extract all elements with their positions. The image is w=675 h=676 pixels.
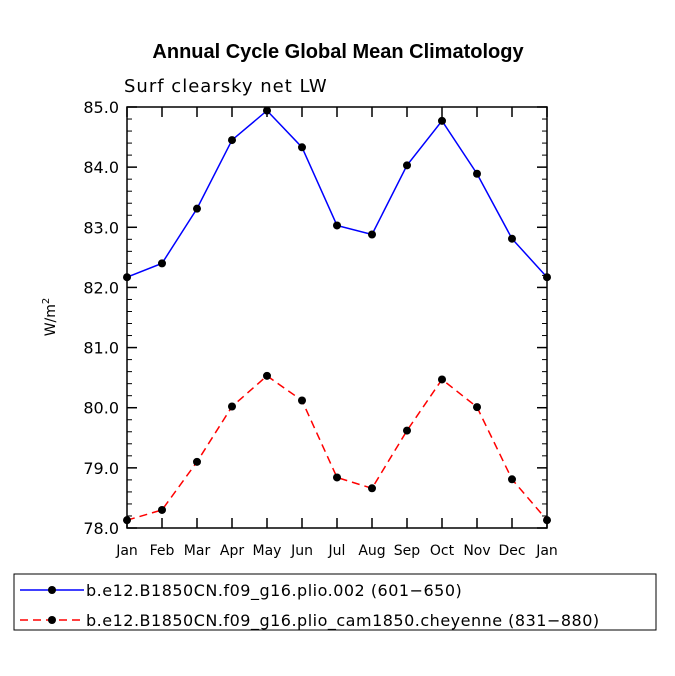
data-point-s2-4 [263, 371, 271, 380]
data-point-s2-11 [508, 475, 516, 484]
data-point-s1-6 [333, 221, 341, 230]
x-tick-label: Sep [394, 543, 421, 559]
y-tick-label: 79.0 [83, 459, 119, 478]
series-line-1 [126, 109, 548, 278]
data-point-s2-2 [193, 457, 201, 466]
y-tick-label: 78.0 [83, 519, 119, 538]
data-point-s1-2 [193, 204, 201, 213]
data-point-s2-6 [333, 473, 341, 482]
legend: b.e12.B1850CN.f09_g16.plio.002 (601−650)… [13, 573, 657, 631]
x-tick-label: Nov [463, 543, 490, 559]
x-tick-label: Jul [328, 543, 346, 559]
x-tick-label: Dec [498, 543, 525, 559]
plot-frame [126, 106, 548, 529]
data-point-s1-11 [508, 234, 516, 243]
data-point-s1-1 [158, 259, 166, 268]
data-point-s1-7 [368, 230, 376, 239]
y-tick-label: 83.0 [83, 218, 119, 237]
x-tick-label: Oct [430, 543, 455, 559]
chart-title: Annual Cycle Global Mean Climatology [152, 41, 524, 63]
x-tick-label: Aug [358, 543, 385, 559]
y-tick-label: 82.0 [83, 278, 119, 297]
x-tick-label: Mar [184, 543, 211, 559]
legend-label-1: b.e12.B1850CN.f09_g16.plio.002 (601−650) [86, 581, 462, 601]
x-tick-label: Feb [150, 543, 175, 559]
data-point-s1-5 [298, 143, 306, 152]
data-point-s1-12 [543, 273, 551, 282]
data-point-s2-3 [228, 402, 236, 411]
plot-area: 78.0 79.0 80.0 81.0 82.0 83.0 84.0 85.0 Jan Feb M… [83, 98, 557, 559]
x-tick-label: Jan [115, 543, 138, 559]
y-tick-label: 80.0 [83, 399, 119, 418]
data-point-s2-1 [158, 505, 166, 514]
data-point-s2-9 [438, 375, 446, 384]
data-point-s2-0 [123, 516, 131, 525]
data-point-s2-7 [368, 484, 376, 493]
data-point-s2-5 [298, 396, 306, 405]
legend-label-2: b.e12.B1850CN.f09_g16.plio_cam1850.cheye… [86, 611, 600, 631]
legend-box [13, 573, 657, 631]
legend-marker-1 [48, 586, 56, 594]
series-line-2 [126, 374, 548, 521]
y-axis-label: W/m2 [41, 298, 59, 337]
chart-subtitle: Surf clearsky net LW [124, 76, 328, 97]
data-point-s1-9 [438, 116, 446, 125]
data-point-s1-4 [263, 106, 271, 115]
y-tick-label: 84.0 [83, 158, 119, 177]
x-tick-label: May [253, 543, 282, 559]
data-point-s1-10 [473, 169, 481, 178]
x-tick-label: Jun [290, 543, 313, 559]
data-point-s1-0 [123, 273, 131, 282]
x-tick-label: Jan [535, 543, 558, 559]
x-tick-label: Apr [220, 543, 244, 559]
legend-marker-2 [48, 616, 56, 624]
data-point-s2-10 [473, 403, 481, 412]
data-point-s1-8 [403, 161, 411, 170]
y-tick-label: 81.0 [83, 339, 119, 358]
data-point-s1-3 [228, 136, 236, 145]
y-tick-label: 85.0 [83, 98, 119, 117]
data-point-s2-8 [403, 426, 411, 435]
data-point-s2-12 [543, 516, 551, 525]
